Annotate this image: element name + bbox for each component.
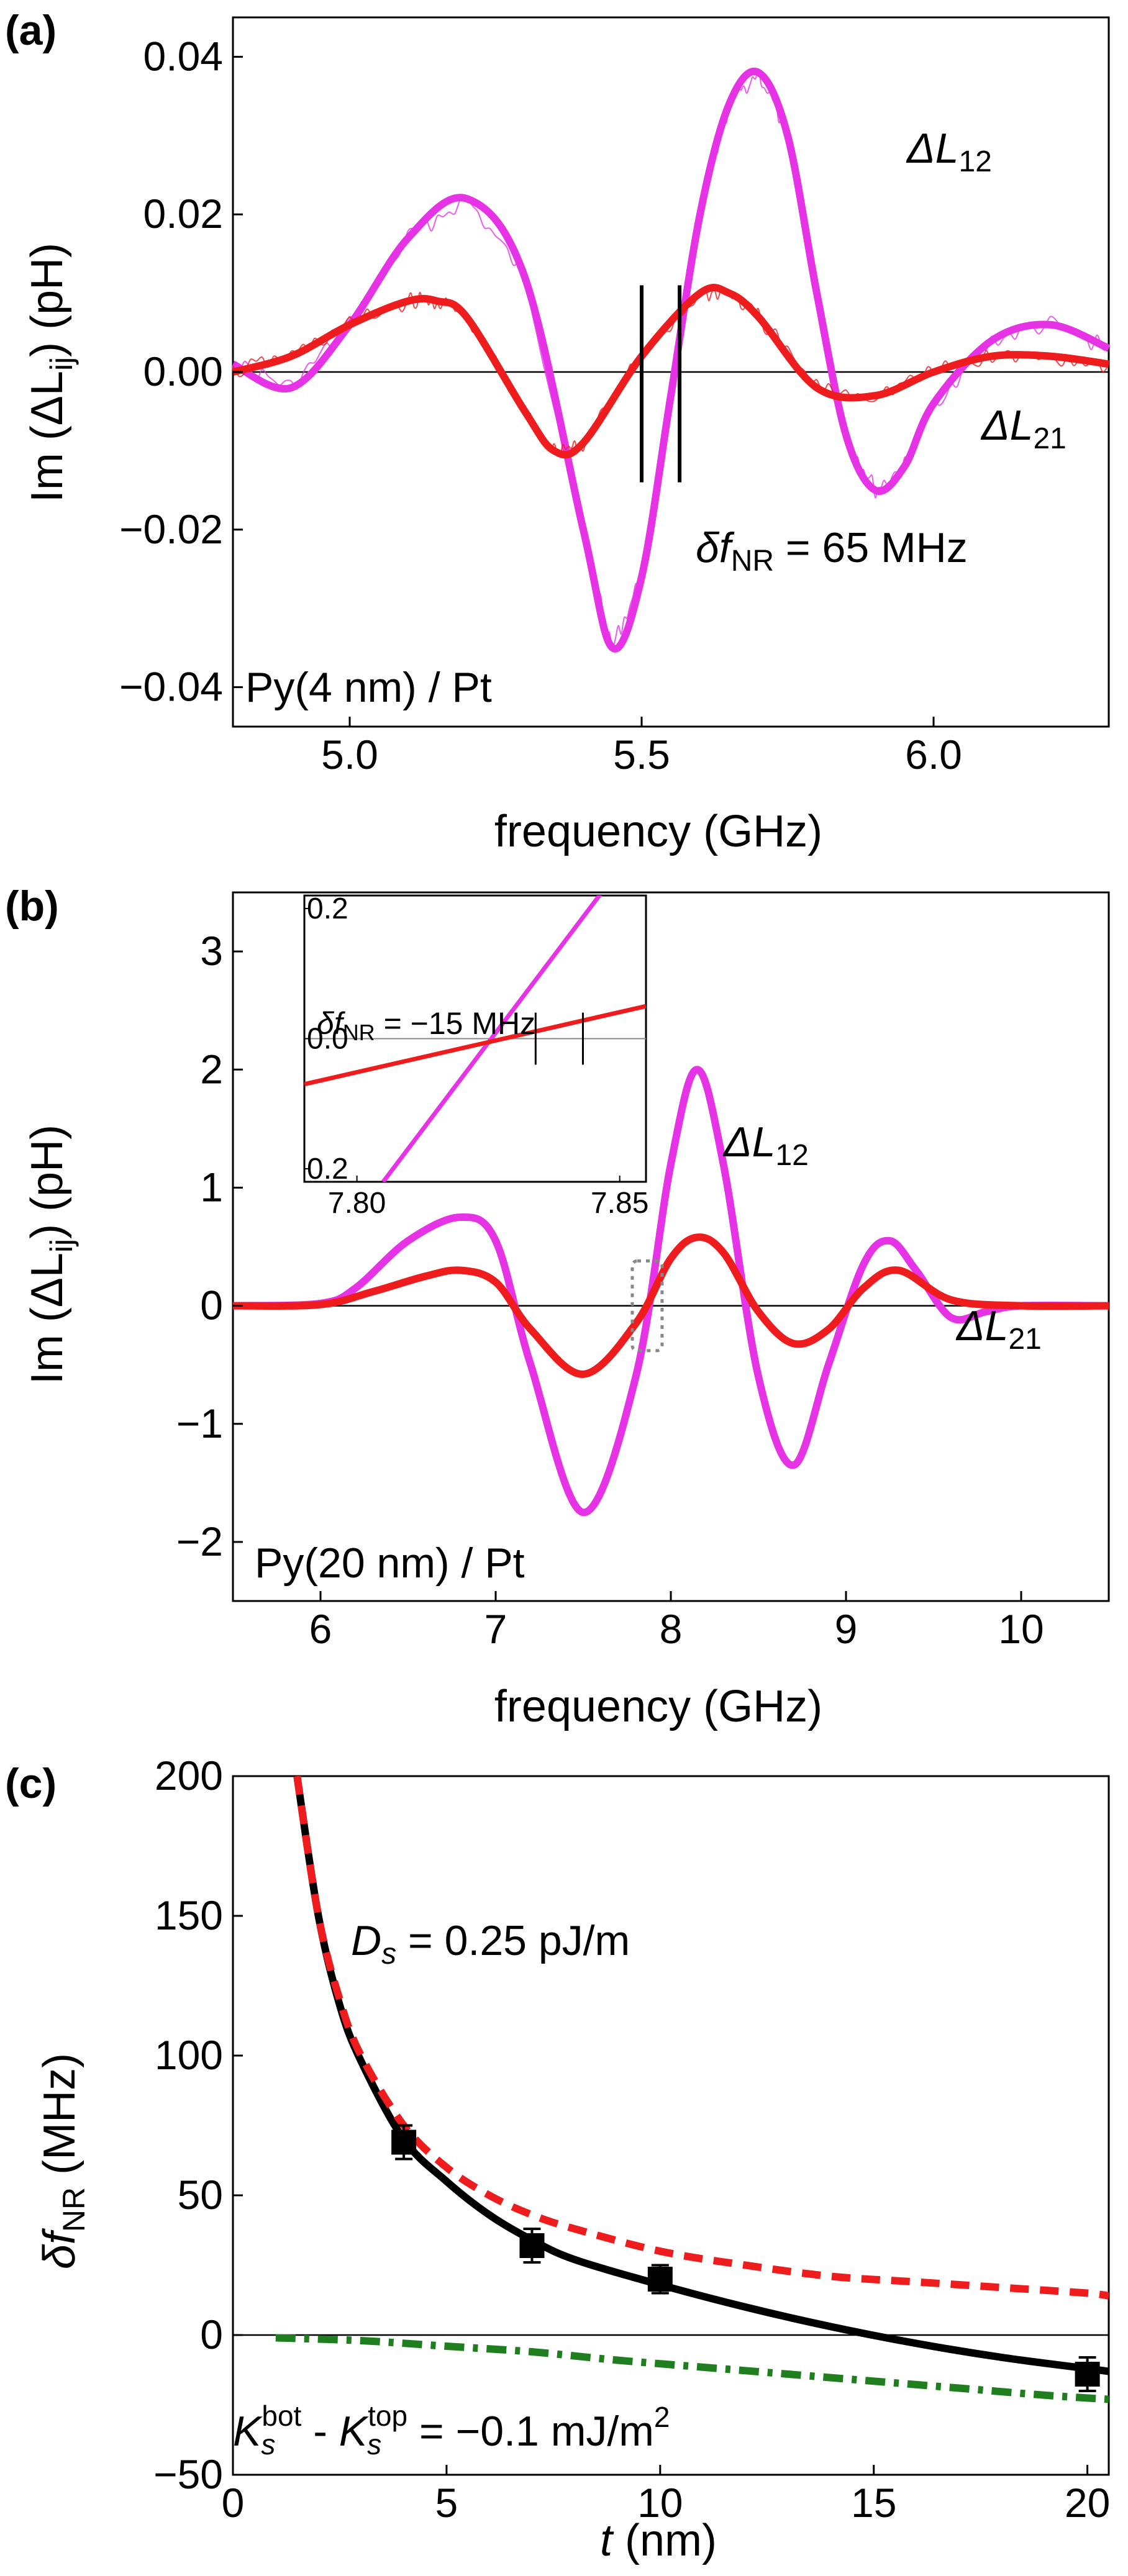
panel-c-plot-area [232, 1775, 1110, 2476]
panel-a-y-ticks: −0.04 −0.02 0.00 0.02 0.04 [119, 33, 243, 710]
panel-b-x-tick-label: 6 [309, 1606, 332, 1652]
panel-c-data-point [391, 2129, 417, 2155]
panel-a-plot-area [231, 16, 1111, 728]
panel-c-y-tick-label: 150 [155, 1892, 223, 1938]
panel-b-x-tick-label: 8 [660, 1606, 683, 1652]
panel-c-data-point [647, 2267, 673, 2292]
panel-c-x-tick-label: 0 [222, 2480, 245, 2526]
panel-c-curve-Ks [275, 2334, 1109, 2403]
panel-a-x-tick-label: 5.0 [321, 732, 378, 778]
panel-b-inset-series-ΔL21 [304, 1004, 646, 1087]
panel-a-x-tick-label: 5.5 [613, 732, 670, 778]
panel-c-curve-fit [293, 1776, 1109, 2375]
panel-b-y-ticks: −2 −1 0 1 2 3 [176, 928, 243, 1564]
panel-b-inset-series-ΔL12 [381, 896, 603, 1182]
panel-b-y-tick-label: 2 [200, 1046, 223, 1092]
panel-a-x-ticks: 5.0 5.5 6.0 [321, 717, 962, 778]
panel-c-ks-label: Ksbot - Kstop = −0.1 mJ/m2 [233, 2400, 670, 2460]
panel-a-y-tick-label: 0.04 [143, 33, 223, 79]
panel-c-y-tick-label: −50 [153, 2451, 223, 2497]
panel-c-y-axis-label: δfNR (MHz) [35, 2053, 91, 2269]
panel-b-inset-y-tick-label: 0.2 [307, 892, 348, 925]
panel-a-y-tick-label: −0.02 [119, 506, 223, 552]
panel-c-y-tick-label: 100 [155, 2032, 223, 2078]
panel-c-y-tick-label: 50 [178, 2172, 223, 2218]
panel-b-y-tick-label: 1 [200, 1164, 223, 1210]
panel-b-y-tick-label: 3 [200, 928, 223, 974]
panel-c-curve-Ds [293, 1776, 1109, 2300]
panel-b-series-ΔL12 [232, 1066, 1109, 1517]
panel-b-legend-dl12: ΔL12 [722, 1118, 809, 1172]
panel-c-x-tick-label: 20 [1065, 2480, 1110, 2526]
panel-a-series-ΔL12-fit [231, 68, 1111, 653]
panel-a-legend-dl21: ΔL21 [980, 402, 1067, 455]
panel-c-x-ticks: 0 5 10 15 20 [222, 2465, 1110, 2526]
panel-b-y-tick-label: −1 [176, 1400, 223, 1446]
panel-b-x-tick-label: 9 [835, 1606, 858, 1652]
panel-b-x-tick-label: 7 [484, 1606, 507, 1652]
panel-a-x-axis-label: frequency (GHz) [494, 807, 822, 856]
panel-b-inset-x-tick-label: 7.85 [591, 1187, 648, 1220]
panel-a-y-tick-label: 0.00 [143, 348, 223, 394]
panel-a-y-tick-label: 0.02 [143, 191, 223, 237]
panel-b-x-axis-label: frequency (GHz) [494, 1682, 822, 1731]
panel-c-frame [232, 1775, 1110, 2476]
panel-c-y-tick-label: 200 [155, 1753, 223, 1798]
panel-a-legend-dl12: ΔL12 [906, 125, 992, 178]
panel-c-x-tick-label: 15 [851, 2480, 896, 2526]
panel-a-sample-label: Py(4 nm) / Pt [245, 664, 492, 711]
panel-c-y-ticks: −50 0 50 100 150 200 [153, 1753, 243, 2497]
panel-c-x-axis-label: t (nm) [600, 2516, 717, 2565]
panel-b: (b) 6 7 8 9 10 −2 −1 0 1 2 3 frequency (GHz) Im (… [5, 882, 1110, 1731]
panel-a-dfnr-annotation: δfNR = 65 MHz [696, 524, 968, 578]
panel-c-data-point [519, 2233, 545, 2258]
panel-a-y-tick-label: −0.04 [119, 664, 223, 710]
panel-c-y-tick-label: 0 [200, 2311, 223, 2357]
panel-a-x-tick-label: 6.0 [905, 732, 962, 778]
panel-b-x-tick-label: 10 [998, 1606, 1044, 1652]
panel-b-inset-y-tick-label: 0.2 [307, 1153, 348, 1186]
panel-b-inset: 7.80 7.85 0.2 0.0 0.2 δfNR = −15 MHz [303, 892, 648, 1220]
panel-c-x-tick-label: 10 [637, 2480, 683, 2526]
panel-b-inset-x-tick-label: 7.80 [328, 1187, 386, 1220]
panel-b-legend-dl21: ΔL21 [955, 1302, 1042, 1356]
panel-c-x-tick-label: 5 [435, 2480, 458, 2526]
panel-b-y-tick-label: −2 [176, 1518, 223, 1564]
panel-b-sample-label: Py(20 nm) / Pt [255, 1540, 525, 1587]
panel-a-y-axis-label: Im (ΔLij) (pH) [22, 243, 79, 502]
panel-c-label: (c) [5, 1760, 57, 1807]
panel-c-ds-label: Ds = 0.25 pJ/m [351, 1917, 630, 1971]
panel-a-label: (a) [5, 7, 57, 54]
panel-b-y-tick-label: 0 [200, 1282, 223, 1328]
panel-b-label: (b) [5, 882, 59, 930]
panel-b-y-axis-label: Im (ΔLij) (pH) [22, 1125, 79, 1384]
panel-b-x-ticks: 6 7 8 9 10 [309, 1591, 1044, 1652]
panel-c-data-point [1075, 2362, 1100, 2387]
panel-b-series-ΔL21 [232, 1233, 1109, 1378]
panel-b-inset-dfnr-annotation: δfNR = −15 MHz [317, 1006, 535, 1045]
panel-b-zoom-region [630, 1259, 664, 1353]
panel-b-inset-y-tick-label: 0.0 [307, 1023, 348, 1056]
panel-a: (a) 5.0 5.5 6.0 −0.04 −0.02 0.00 0.02 0.04 fre… [5, 7, 1111, 856]
